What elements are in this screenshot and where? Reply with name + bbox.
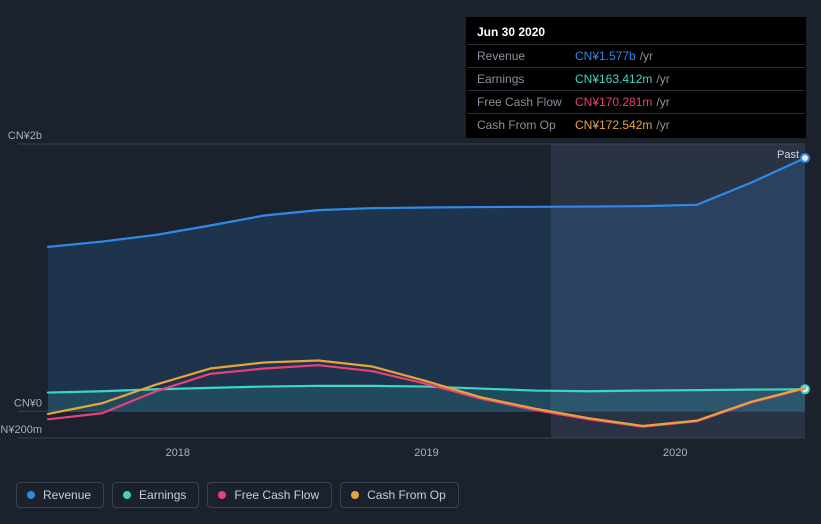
tooltip-unit: /yr xyxy=(640,49,653,63)
legend-dot-icon xyxy=(351,491,359,499)
tooltip-unit: /yr xyxy=(656,118,669,132)
legend-label: Earnings xyxy=(139,488,186,502)
tooltip-value: CN¥163.412m xyxy=(575,72,652,86)
legend-label: Revenue xyxy=(43,488,91,502)
tooltip-unit: /yr xyxy=(656,72,669,86)
tooltip-label: Revenue xyxy=(477,49,575,63)
legend-item-revenue[interactable]: Revenue xyxy=(16,482,104,508)
svg-text:CN¥2b: CN¥2b xyxy=(8,130,42,142)
tooltip-label: Free Cash Flow xyxy=(477,95,575,109)
legend-label: Free Cash Flow xyxy=(234,488,319,502)
chart-tooltip: Jun 30 2020 Revenue CN¥1.577b /yr Earnin… xyxy=(466,17,806,138)
legend-item-free-cash-flow[interactable]: Free Cash Flow xyxy=(207,482,332,508)
svg-text:CN¥0: CN¥0 xyxy=(14,397,42,409)
tooltip-row: Cash From Op CN¥172.542m /yr xyxy=(467,113,805,136)
tooltip-label: Cash From Op xyxy=(477,118,575,132)
tooltip-date: Jun 30 2020 xyxy=(467,19,805,44)
svg-text:2018: 2018 xyxy=(166,447,190,459)
svg-text:2020: 2020 xyxy=(663,447,687,459)
chart-legend: Revenue Earnings Free Cash Flow Cash Fro… xyxy=(16,482,459,508)
legend-label: Cash From Op xyxy=(367,488,446,502)
legend-item-cash-from-op[interactable]: Cash From Op xyxy=(340,482,459,508)
tooltip-value: CN¥1.577b xyxy=(575,49,636,63)
tooltip-row: Revenue CN¥1.577b /yr xyxy=(467,44,805,67)
tooltip-value: CN¥172.542m xyxy=(575,118,652,132)
tooltip-label: Earnings xyxy=(477,72,575,86)
tooltip-unit: /yr xyxy=(656,95,669,109)
legend-dot-icon xyxy=(123,491,131,499)
tooltip-value: CN¥170.281m xyxy=(575,95,652,109)
svg-text:2019: 2019 xyxy=(414,447,438,459)
legend-dot-icon xyxy=(218,491,226,499)
svg-text:-CN¥200m: -CN¥200m xyxy=(0,424,42,436)
legend-item-earnings[interactable]: Earnings xyxy=(112,482,199,508)
legend-dot-icon xyxy=(27,491,35,499)
tooltip-row: Earnings CN¥163.412m /yr xyxy=(467,67,805,90)
svg-text:Past: Past xyxy=(777,149,799,161)
tooltip-row: Free Cash Flow CN¥170.281m /yr xyxy=(467,90,805,113)
